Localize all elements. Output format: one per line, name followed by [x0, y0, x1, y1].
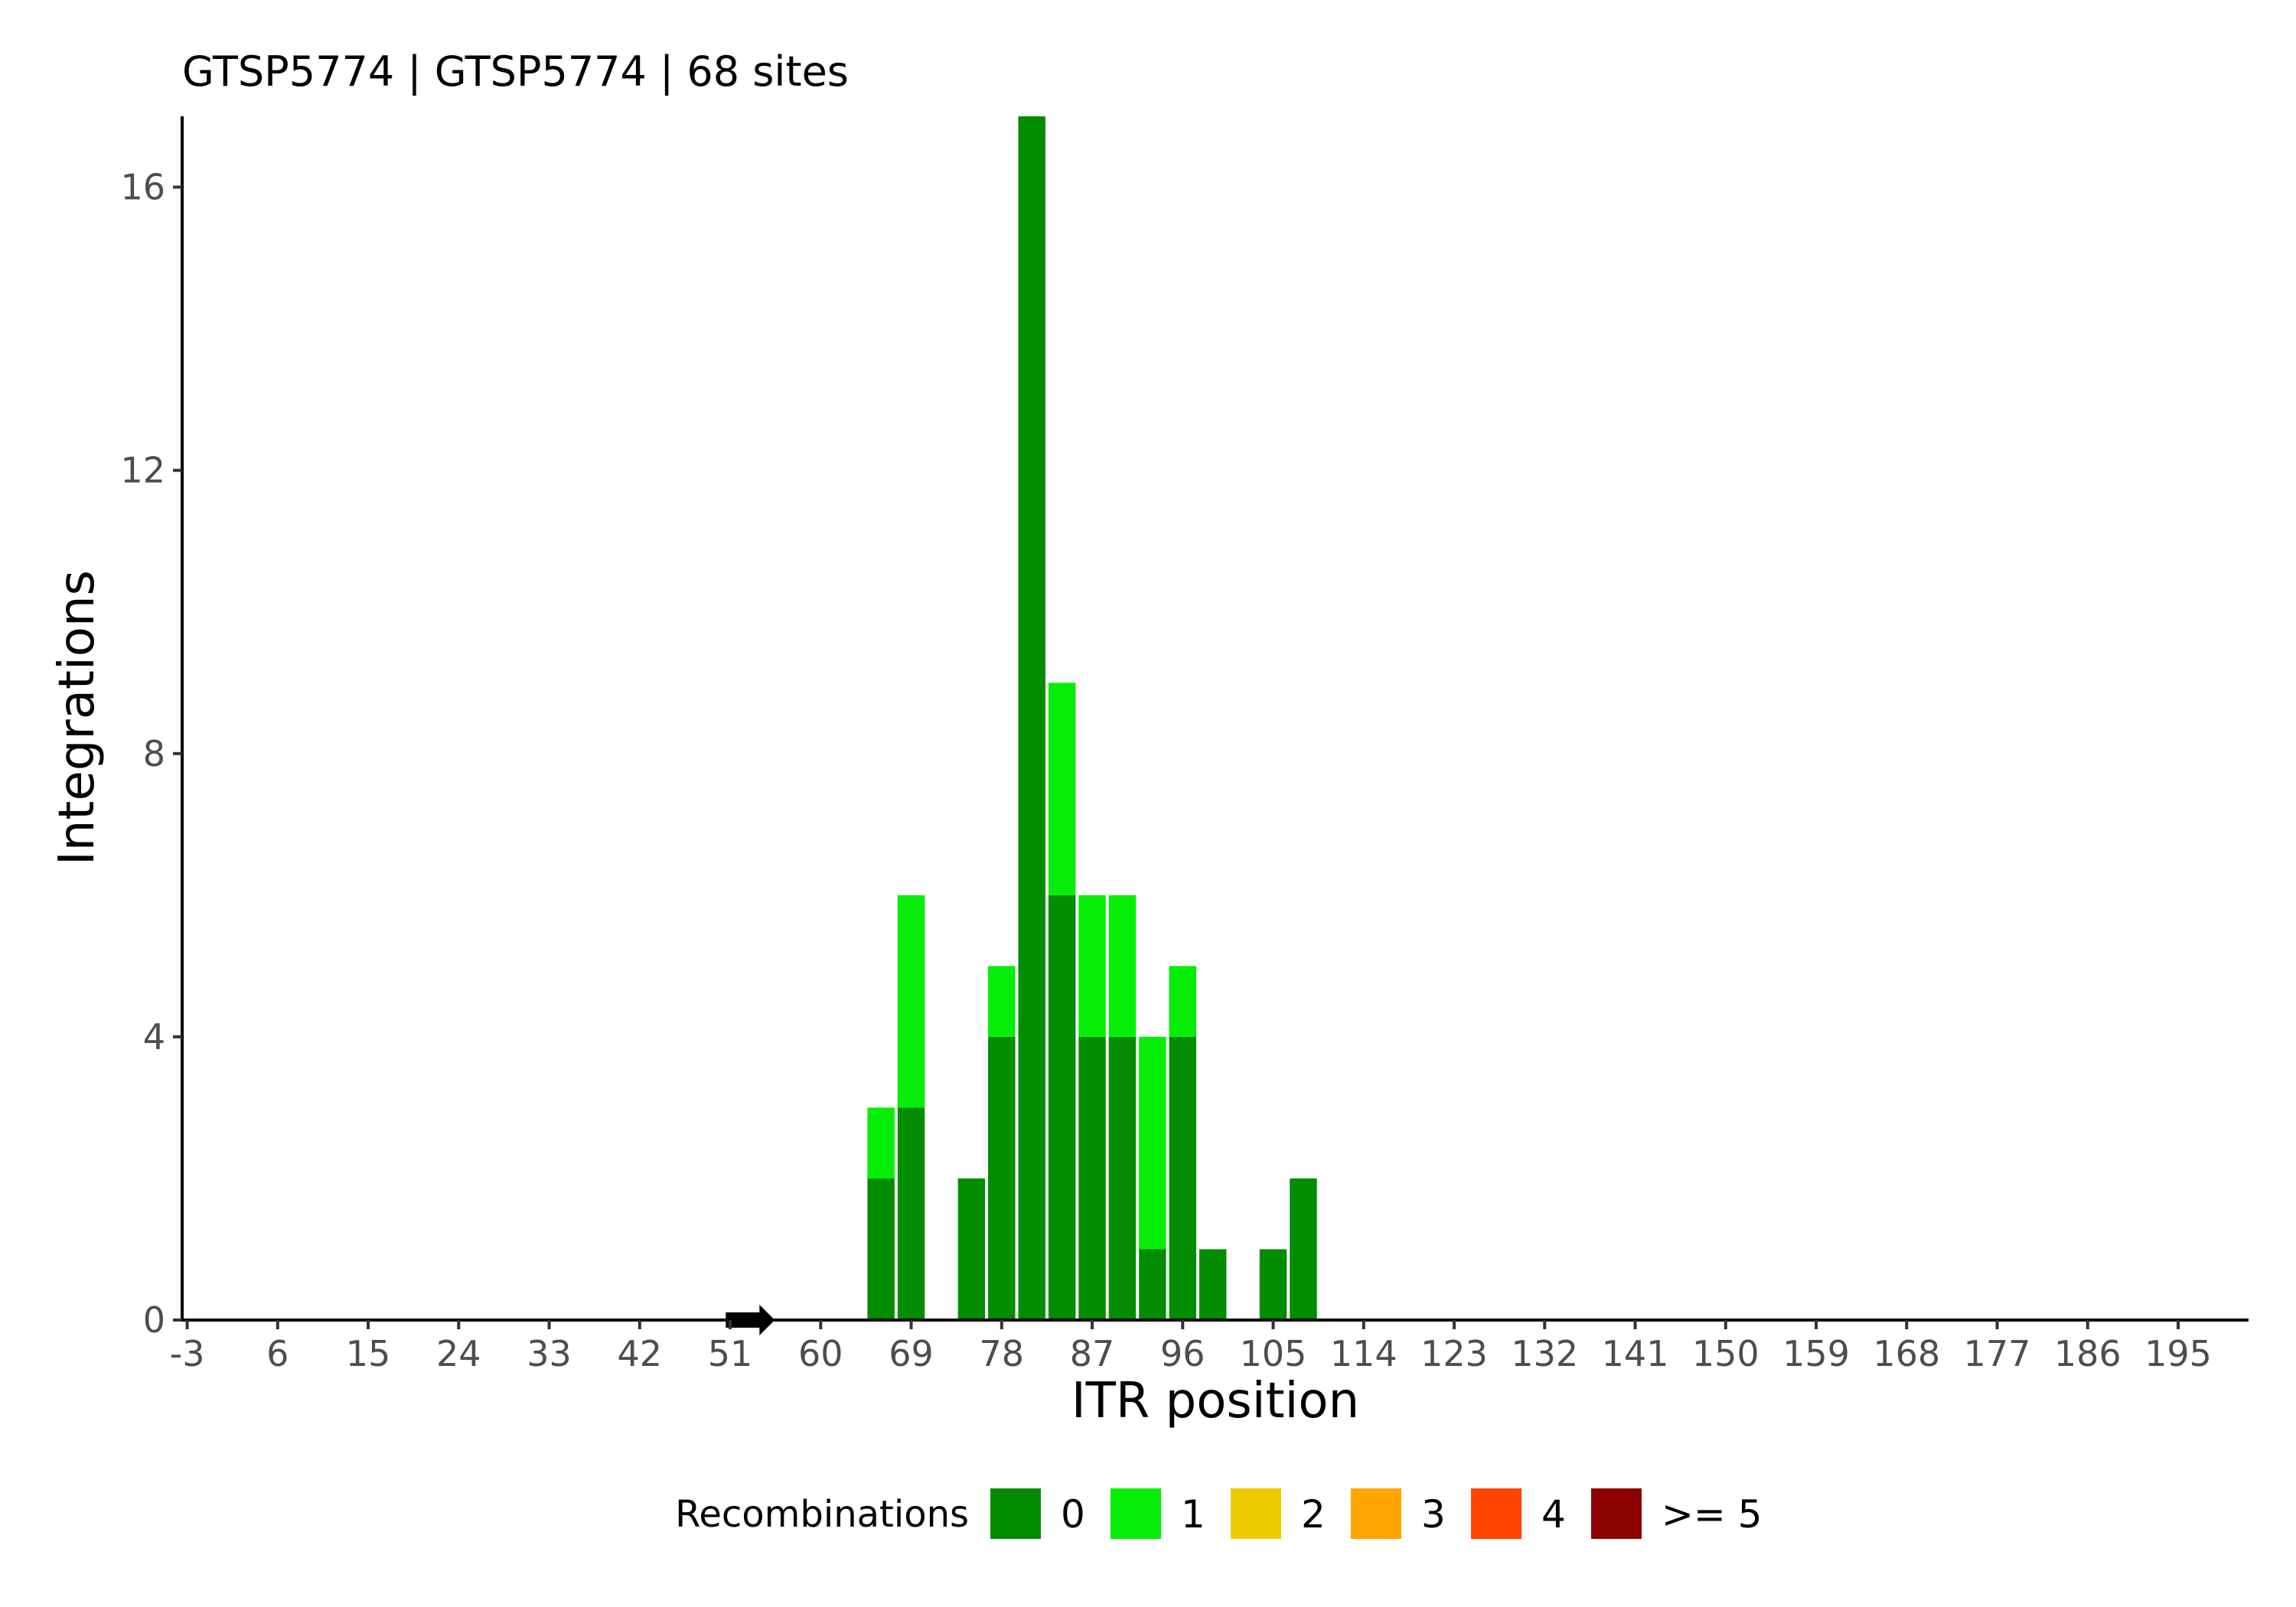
- bar-series-1-x-84: [1048, 683, 1076, 895]
- x-tick-label: 6: [266, 1333, 289, 1374]
- bars-layer: [867, 116, 1317, 1320]
- bar-series-0-x-75: [957, 1178, 986, 1320]
- chart-title: GTSP5774 | GTSP5774 | 68 sites: [182, 47, 849, 96]
- x-tick-label: 168: [1873, 1333, 1940, 1374]
- legend-label-0: 0: [1061, 1492, 1085, 1537]
- legend-swatch-3: [1351, 1488, 1401, 1539]
- x-tick-label: 159: [1782, 1333, 1850, 1374]
- y-axis-ticks: 0 4 8 12 16: [120, 167, 182, 1341]
- x-tick-label: 42: [618, 1333, 663, 1374]
- x-tick-label: 186: [2054, 1333, 2122, 1374]
- bar-series-1-x-69: [897, 895, 925, 1108]
- y-axis-title: Integrations: [49, 570, 106, 865]
- bar-series-0-x-84: [1048, 895, 1076, 1320]
- bar-series-0-x-90: [1108, 1036, 1137, 1320]
- x-tick-label: 33: [527, 1333, 572, 1374]
- legend-label-4: 4: [1541, 1492, 1566, 1537]
- bar-series-1-x-78: [988, 966, 1016, 1037]
- legend-swatch-1: [1110, 1488, 1161, 1539]
- x-tick-label: 132: [1511, 1333, 1578, 1374]
- legend-swatch-4: [1471, 1488, 1521, 1539]
- x-tick-label: 141: [1602, 1333, 1669, 1374]
- x-axis-title: ITR position: [1071, 1373, 1359, 1429]
- y-tick-label: 4: [143, 1016, 165, 1058]
- y-tick-label: 12: [120, 450, 165, 491]
- bar-series-0-x-81: [1018, 116, 1045, 1320]
- legend-label-1: 1: [1181, 1492, 1205, 1537]
- bar-series-1-x-66: [867, 1107, 895, 1178]
- bar-series-0-x-93: [1139, 1249, 1166, 1320]
- x-axis-ticks: -3 6 15 24 33 42 51 60 69 78 87 96 105 114 123 132 141 15…: [170, 1320, 2212, 1374]
- bar-series-1-x-87: [1078, 895, 1106, 1037]
- y-tick-label: 16: [120, 167, 165, 208]
- bar-series-0-x-96: [1169, 1036, 1197, 1320]
- bar-series-0-x-78: [988, 1036, 1016, 1320]
- x-tick-label: 114: [1330, 1333, 1397, 1374]
- x-tick-label: 123: [1420, 1333, 1488, 1374]
- legend-label-3: 3: [1421, 1492, 1446, 1537]
- legend-swatch-0: [990, 1488, 1041, 1539]
- legend: Recombinations 0 1 2 3 4 >= 5: [675, 1488, 1763, 1539]
- y-tick-label: 0: [143, 1299, 165, 1341]
- x-tick-label: 60: [798, 1333, 843, 1374]
- x-tick-label: 24: [436, 1333, 481, 1374]
- bar-series-0-x-87: [1078, 1036, 1106, 1320]
- legend-label-5: >= 5: [1662, 1492, 1763, 1537]
- legend-swatch-2: [1231, 1488, 1281, 1539]
- x-tick-label: 177: [1964, 1333, 2031, 1374]
- bar-series-0-x-66: [867, 1178, 895, 1320]
- y-tick-label: 8: [143, 733, 165, 774]
- bar-series-0-x-105: [1259, 1249, 1287, 1320]
- x-tick-label: 195: [2144, 1333, 2212, 1374]
- x-tick-label: 105: [1240, 1333, 1307, 1374]
- x-tick-label: 69: [889, 1333, 934, 1374]
- bar-series-0-x-108: [1290, 1178, 1317, 1320]
- x-tick-label: 51: [708, 1333, 753, 1374]
- bar-series-1-x-93: [1139, 1036, 1166, 1250]
- bar-series-0-x-69: [897, 1107, 925, 1320]
- x-tick-label: 78: [980, 1333, 1025, 1374]
- x-tick-label: -3: [170, 1333, 205, 1374]
- legend-label-2: 2: [1301, 1492, 1326, 1537]
- legend-swatch-5: [1591, 1488, 1642, 1539]
- x-tick-label: 87: [1070, 1333, 1115, 1374]
- bar-series-1-x-90: [1108, 895, 1137, 1037]
- x-tick-label: 15: [346, 1333, 391, 1374]
- bar-series-0-x-99: [1199, 1249, 1227, 1320]
- legend-title: Recombinations: [675, 1493, 969, 1536]
- x-tick-label: 96: [1160, 1333, 1205, 1374]
- x-tick-label: 150: [1692, 1333, 1760, 1374]
- bar-series-1-x-96: [1169, 966, 1197, 1037]
